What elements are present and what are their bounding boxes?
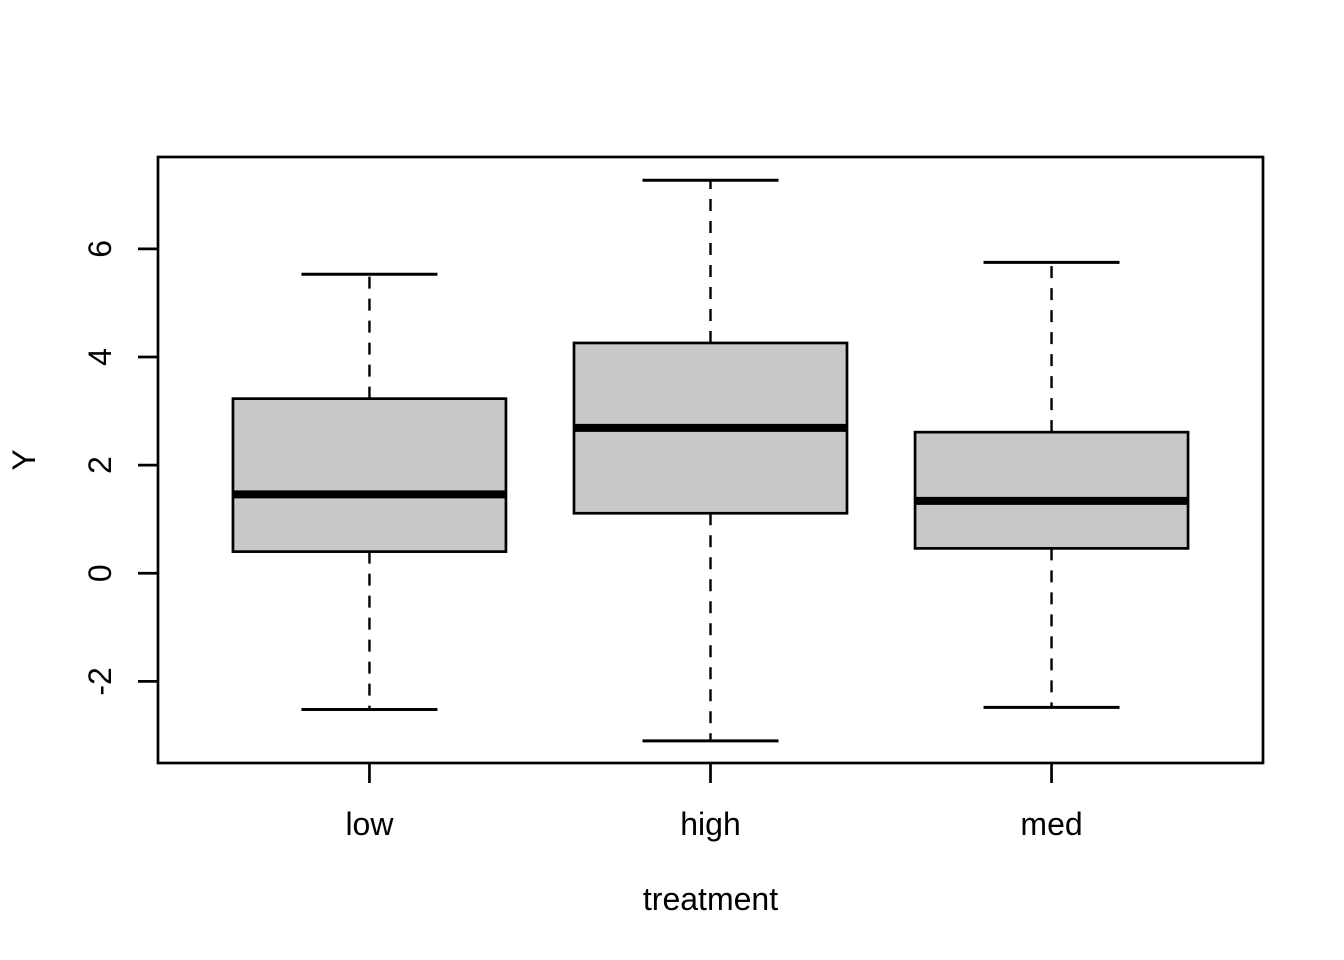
y-tick-label: -2 — [82, 667, 118, 695]
y-tick-label: 0 — [82, 564, 118, 582]
iqr-box — [231, 397, 508, 553]
y-tick-label: 4 — [82, 348, 118, 366]
x-tick-label-high: high — [680, 806, 741, 842]
boxplot-group-low — [231, 272, 508, 711]
iqr-box — [913, 430, 1190, 550]
boxplot-group-med — [913, 260, 1190, 709]
y-axis-title: Y — [6, 449, 42, 470]
y-tick-label: 2 — [82, 456, 118, 474]
boxplot-group-high — [572, 178, 849, 743]
x-tick-label-low: low — [345, 806, 394, 842]
y-tick-label: 6 — [82, 240, 118, 258]
x-tick-label-med: med — [1020, 806, 1082, 842]
x-axis: low high med — [345, 763, 1083, 842]
y-axis: -2 0 2 4 6 — [82, 240, 158, 696]
x-axis-title: treatment — [643, 881, 778, 917]
